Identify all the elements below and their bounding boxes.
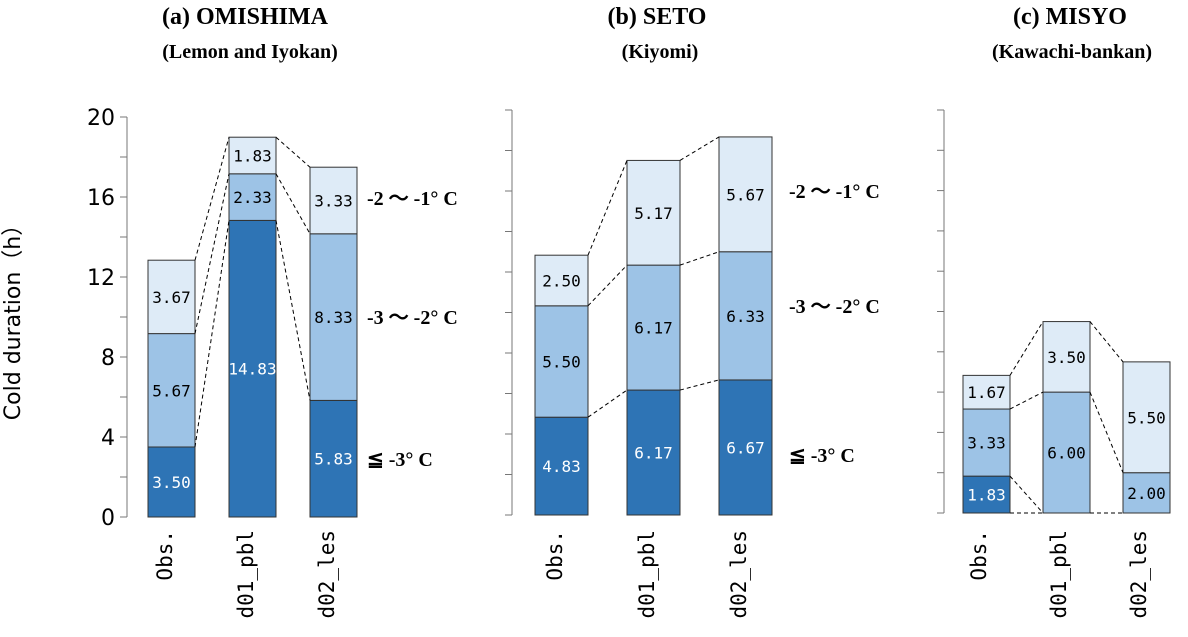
bar-value-label: 5.17: [634, 204, 673, 223]
bar-value-label: 6.17: [634, 444, 673, 463]
bar-segment: [1042, 321, 1091, 393]
category-label: Obs.: [543, 530, 567, 581]
connector-line: [587, 264, 628, 307]
bar-value-label: 3.67: [152, 288, 191, 307]
connector-line: [1089, 391, 1124, 473]
bar-value-label: 2.50: [542, 272, 581, 291]
bar-segment: [309, 233, 358, 401]
panel-c: (c) MISYO (Kawachi-bankan) 1.83 3.33 1.67 Obs…: [937, 4, 1171, 619]
bar-value-label: 3.33: [314, 192, 353, 211]
bar-segment: [626, 389, 681, 516]
connector-line: [194, 173, 230, 334]
bar-value-label: 1.83: [233, 147, 272, 166]
panel-title: (b) SETO: [608, 4, 707, 30]
bar-segment: [1122, 472, 1171, 514]
category-label: d01_pbl: [234, 530, 258, 619]
bar-segment: [626, 264, 681, 391]
bar-value-label: 3.50: [1047, 348, 1086, 367]
y-tick-label: 4: [101, 426, 115, 451]
y-tick-label: 20: [87, 106, 115, 131]
bar-value-label: 14.83: [228, 360, 276, 379]
band-label: ≦ -3° C: [789, 445, 855, 467]
bar-segment: [1042, 391, 1091, 514]
panel-title: (c) MISYO: [1013, 4, 1127, 30]
bar-segment: [147, 259, 196, 335]
bar-segment: [309, 166, 358, 235]
connector-line: [275, 220, 311, 401]
bar-value-label: 5.67: [152, 381, 191, 400]
connector-line: [194, 137, 230, 261]
category-label: Obs.: [967, 530, 991, 581]
connector-line: [275, 136, 311, 168]
y-tick-label: 8: [101, 346, 115, 371]
category-label: d02_les: [315, 530, 339, 619]
band-label: -2 〜 -1° C: [367, 188, 458, 210]
bar-segment: [534, 254, 589, 307]
connector-line: [587, 160, 628, 256]
bar-segment: [718, 251, 773, 381]
category-label: d02_les: [1127, 530, 1151, 619]
bar-segment: [718, 136, 773, 253]
bar-segment: [228, 173, 277, 221]
connector-line: [587, 389, 628, 418]
connector-line: [679, 379, 720, 391]
bar-value-label: 4.83: [542, 457, 581, 476]
y-tick-label: 16: [87, 186, 115, 211]
band-label: -3 〜 -2° C: [789, 296, 880, 318]
band-label: -3 〜 -2° C: [367, 307, 458, 329]
bar-segment: [534, 416, 589, 516]
connector-line: [194, 220, 230, 448]
bar-segment: [962, 374, 1011, 410]
category-label: d01_pbl: [635, 530, 659, 619]
bar-value-label: 5.50: [1127, 408, 1166, 427]
connector-line: [275, 173, 311, 235]
connector-line: [679, 251, 720, 266]
bar-value-label: 3.50: [152, 473, 191, 492]
panel-subtitle: (Lemon and Iyokan): [162, 41, 338, 63]
bar-segment: [962, 475, 1011, 514]
bar-value-label: 5.67: [726, 185, 765, 204]
bar-value-label: 5.83: [314, 450, 353, 469]
band-label: ≦ -3° C: [367, 449, 433, 471]
bar-value-label: 5.50: [542, 353, 581, 372]
band-label: -2 〜 -1° C: [789, 181, 880, 203]
connector-line: [1089, 321, 1124, 363]
y-axis-label: Cold duration（h）: [1, 214, 26, 420]
connector-line: [1009, 475, 1044, 514]
bar-value-label: 3.33: [967, 434, 1006, 453]
bar-value-label: 6.33: [726, 307, 765, 326]
panel-subtitle: (Kawachi-bankan): [992, 41, 1152, 63]
category-label: d01_pbl: [1047, 530, 1071, 619]
bar-value-label: 2.33: [233, 188, 272, 207]
bar-value-label: 6.00: [1047, 444, 1086, 463]
bar-segment: [718, 379, 773, 516]
panel-b: (b) SETO (Kiyomi) 4.83 5.50 2.50 Obs. 6.17 6.17…: [505, 4, 880, 619]
category-label: d02_les: [727, 530, 751, 619]
bar-segment: [1122, 361, 1171, 474]
panel-a: (a) OMISHIMA (Lemon and Iyokan) 0 4 8 12 16 20 3…: [87, 4, 458, 619]
bar-segment: [626, 159, 681, 266]
bar-segment: [147, 446, 196, 518]
y-tick-label: 0: [101, 506, 115, 531]
bar-segment: [228, 136, 277, 175]
bar-value-label: 6.67: [726, 438, 765, 457]
bar-value-label: 2.00: [1127, 484, 1166, 503]
bar-segment: [309, 399, 358, 518]
panel-subtitle: (Kiyomi): [622, 41, 699, 63]
bar-value-label: 8.33: [314, 308, 353, 327]
connector-line: [679, 136, 720, 161]
bar-value-label: 6.17: [634, 319, 673, 338]
connector-line: [1009, 321, 1044, 376]
panel-title: (a) OMISHIMA: [162, 4, 329, 30]
bar-value-label: 1.67: [967, 383, 1006, 402]
bar-value-label: 1.83: [967, 486, 1006, 505]
y-tick-label: 12: [87, 266, 115, 291]
category-label: Obs.: [153, 530, 177, 581]
connector-line: [1009, 391, 1044, 410]
bar-segment: [534, 305, 589, 418]
